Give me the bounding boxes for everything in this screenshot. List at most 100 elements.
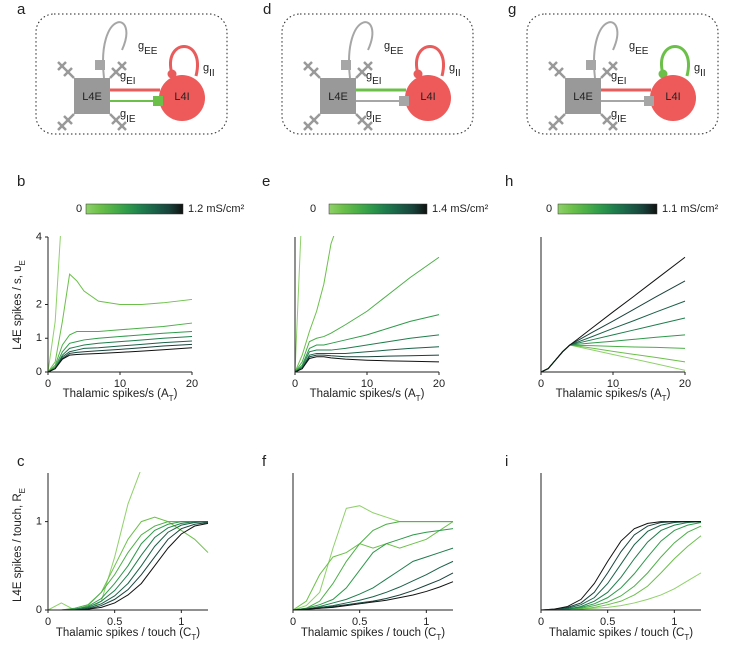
conductance-label: gII	[449, 62, 461, 79]
label-part: g	[629, 40, 635, 52]
y-tick-label: 1	[36, 516, 42, 528]
label-part: g	[366, 108, 372, 120]
dendrite	[357, 67, 367, 77]
data-line	[48, 521, 208, 611]
label-part: g	[120, 108, 126, 120]
data-line	[541, 525, 702, 611]
label-subscript: T	[191, 633, 196, 642]
data-line	[48, 472, 141, 611]
label-part: Thalamic spikes/s (A	[63, 388, 169, 400]
panel-letter: b	[17, 173, 25, 190]
label-subscript: IE	[126, 114, 136, 125]
label: L4E spikes / s, υE	[12, 260, 27, 350]
conductance-label: gIE	[611, 108, 627, 125]
conductance-label: gEI	[366, 70, 382, 87]
dendrite	[117, 121, 127, 131]
l4e-cell	[74, 78, 110, 114]
x-tick-label: 0	[538, 616, 544, 628]
label: Thalamic spikes / touch (CT)	[56, 627, 200, 642]
l4e-cell	[320, 78, 356, 114]
conductance-label: gEI	[611, 70, 627, 87]
x-tick-label: 0.5	[107, 616, 122, 628]
dendrite	[600, 113, 618, 131]
ie-synapse	[644, 96, 654, 106]
panel-letter: c	[17, 453, 25, 470]
dendrite	[548, 113, 566, 131]
panel-letter: g	[508, 1, 516, 18]
dendrite	[363, 61, 373, 71]
data-line	[293, 572, 454, 611]
dendrite	[117, 61, 127, 71]
colorbar-max-label: 1.4 mS/cm²	[432, 203, 489, 215]
data-line	[295, 256, 440, 373]
dendrite	[355, 61, 373, 79]
label-subscript: E	[18, 488, 27, 493]
data-line	[295, 356, 440, 373]
data-line	[541, 521, 701, 611]
data-line	[541, 344, 686, 373]
label-part: L4E spikes / touch, R	[12, 493, 24, 602]
data-line	[541, 521, 701, 611]
x-tick-label: 1	[671, 616, 677, 628]
ii-synapse	[167, 69, 177, 79]
ie-synapse	[399, 96, 409, 106]
label-part: g	[138, 40, 144, 52]
label-part: Thalamic spikes / touch (C	[56, 627, 192, 639]
data-line	[295, 334, 440, 373]
ii-synapse	[413, 69, 423, 79]
label-subscript: II	[455, 68, 461, 79]
colorbar-max-label: 1.2 mS/cm²	[188, 203, 245, 215]
y-tick-label: 4	[36, 231, 42, 243]
conductance-label: gEE	[629, 40, 649, 57]
label-subscript: T	[436, 633, 441, 642]
ee-connection	[102, 21, 128, 79]
label-subscript: EE	[144, 46, 158, 57]
label-subscript: II	[209, 68, 215, 79]
ee-synapse	[586, 60, 596, 70]
label-part: )	[441, 627, 445, 639]
dendrite	[303, 61, 313, 71]
label-part: Thalamic spikes / touch (C	[301, 627, 437, 639]
x-tick-label: 1	[178, 616, 184, 628]
label-part: Thalamic spikes/s (A	[556, 388, 662, 400]
ee-connection	[348, 21, 374, 79]
data-line	[295, 346, 440, 373]
label-subscript: EI	[126, 76, 135, 87]
ee-synapse	[341, 60, 351, 70]
data-line	[48, 522, 209, 611]
data-line	[541, 521, 702, 611]
colorbar-min-label: 0	[546, 203, 552, 215]
x-tick-label: 20	[679, 378, 691, 390]
data-line	[541, 256, 686, 373]
conductance-label: gII	[203, 62, 215, 79]
dendrite	[309, 115, 319, 125]
cell-label: L4E	[573, 91, 593, 103]
x-tick-label: 0	[290, 616, 296, 628]
x-tick-label: 20	[433, 378, 445, 390]
label-subscript: EE	[635, 46, 649, 57]
panel-letter: d	[263, 1, 271, 18]
data-line	[293, 581, 454, 611]
dendrite	[363, 121, 373, 131]
dendrite	[63, 67, 73, 77]
ie-synapse	[153, 96, 163, 106]
dendrite	[602, 67, 612, 77]
cell-label: L4I	[174, 91, 189, 103]
x-tick-label: 10	[607, 378, 619, 390]
data-line	[293, 560, 454, 611]
data-line	[295, 354, 440, 373]
panel-letter: h	[505, 173, 513, 190]
label-part: g	[120, 70, 126, 82]
x-tick-label: 0.5	[352, 616, 367, 628]
label-subscript: II	[700, 68, 706, 79]
dendrite	[600, 61, 618, 79]
data-line	[48, 347, 193, 373]
label-part: g	[203, 62, 209, 74]
label-subscript: T	[416, 394, 421, 403]
dendrite	[63, 115, 73, 125]
data-line	[48, 340, 193, 373]
data-line	[541, 572, 702, 611]
frame	[35, 13, 228, 135]
dendrite	[109, 61, 127, 79]
plot	[48, 472, 209, 611]
